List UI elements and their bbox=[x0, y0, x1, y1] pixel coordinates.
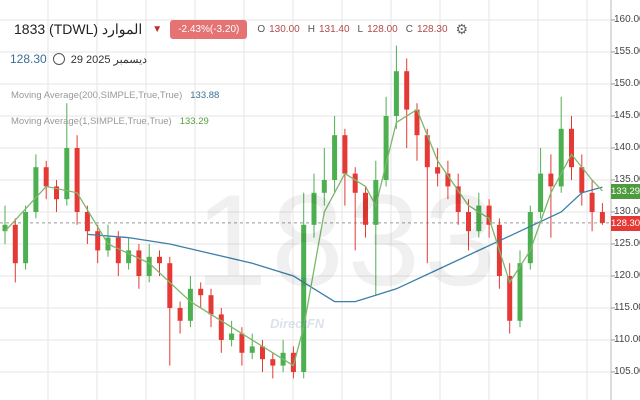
candle-body bbox=[33, 167, 39, 212]
y-tick-label: 140.00 bbox=[614, 142, 640, 153]
candle-body bbox=[54, 186, 59, 200]
candle-body bbox=[126, 250, 132, 264]
y-tick-label: 160.00 bbox=[614, 14, 640, 25]
y-tick-label: 135.00 bbox=[614, 174, 640, 185]
candle-body bbox=[187, 288, 193, 321]
last-price: 128.30 bbox=[10, 52, 47, 66]
candle-body bbox=[311, 192, 317, 225]
candle-body bbox=[64, 148, 70, 200]
y-tick-label: 115.00 bbox=[614, 302, 640, 313]
candle-body bbox=[115, 237, 121, 264]
gear-icon[interactable]: ⚙ bbox=[455, 21, 469, 37]
candle-body bbox=[599, 212, 605, 223]
open-label: O bbox=[257, 24, 266, 35]
y-tick-label: 155.00 bbox=[614, 46, 640, 57]
y-tick-label: 110.00 bbox=[614, 334, 640, 345]
indicator-ma1[interactable]: Moving Average(1,SIMPLE,True,True) 133.29 bbox=[11, 116, 209, 127]
close-value: 128.30 bbox=[416, 24, 448, 35]
candle-body bbox=[404, 71, 410, 110]
brand-watermark: DirectFN bbox=[270, 316, 325, 331]
candle-body bbox=[414, 109, 420, 136]
ma-price-tag: 133.29 bbox=[611, 183, 640, 199]
candle-body bbox=[517, 263, 523, 321]
candle-body bbox=[538, 173, 544, 212]
low-label: L bbox=[357, 24, 364, 35]
candle-body bbox=[301, 224, 307, 372]
candle-body bbox=[383, 116, 389, 180]
low-value: 128.00 bbox=[367, 24, 398, 35]
candle-body bbox=[239, 333, 245, 353]
candle-body bbox=[393, 71, 399, 116]
candle-body bbox=[321, 180, 327, 193]
candle-body bbox=[373, 180, 379, 225]
candle-body bbox=[167, 263, 173, 308]
indicator-ma200[interactable]: Moving Average(200,SIMPLE,True,True) 133.… bbox=[11, 90, 219, 101]
candle-body bbox=[260, 346, 265, 360]
candle-body bbox=[342, 135, 348, 174]
candle-body bbox=[74, 148, 80, 212]
candle-body bbox=[466, 212, 471, 232]
close-label: C bbox=[405, 24, 413, 35]
candle-body bbox=[290, 352, 296, 372]
candle-body bbox=[229, 333, 235, 340]
chart-header: 1833 (TDWL) الموارد ▼ -2.43%(-3.20) O 130… bbox=[14, 20, 468, 39]
candle-body bbox=[445, 173, 451, 187]
candle-body bbox=[177, 308, 183, 321]
candle-body bbox=[218, 314, 224, 340]
high-value: 131.40 bbox=[318, 24, 350, 35]
candle-body bbox=[332, 135, 338, 180]
triangle-down-icon: ▼ bbox=[152, 24, 163, 35]
y-tick-label: 145.00 bbox=[614, 110, 640, 121]
indicator-label: Moving Average(200,SIMPLE,True,True) bbox=[11, 90, 183, 101]
indicator-value: 133.88 bbox=[190, 90, 220, 101]
candle-body bbox=[157, 256, 162, 264]
candle-body bbox=[507, 276, 513, 321]
symbol-title: 1833 (TDWL) الموارد bbox=[14, 21, 143, 37]
candle-body bbox=[198, 288, 204, 296]
symbol-watermark: 1833 bbox=[195, 167, 501, 313]
candle-body bbox=[208, 295, 214, 315]
candle-body bbox=[43, 167, 49, 187]
date-label: 29 2025 ديسمبر bbox=[70, 53, 148, 66]
candle-body bbox=[455, 186, 461, 212]
candle-body bbox=[548, 173, 554, 187]
candle-body bbox=[352, 173, 358, 193]
ma-short-line bbox=[4, 108, 603, 367]
candle-body bbox=[95, 231, 101, 251]
change-badge: -2.43%(-3.20) bbox=[170, 20, 248, 39]
candle-body bbox=[435, 167, 441, 174]
high-label: H bbox=[307, 24, 315, 35]
candle-body bbox=[249, 346, 255, 353]
indicator-label: Moving Average(1,SIMPLE,True,True) bbox=[11, 116, 172, 127]
candle-body bbox=[2, 224, 8, 232]
candle-body bbox=[84, 212, 90, 232]
y-tick-label: 150.00 bbox=[614, 78, 640, 89]
candle-body bbox=[23, 212, 29, 264]
y-tick-label: 120.00 bbox=[614, 270, 640, 281]
candle-body bbox=[558, 128, 564, 187]
subheader: 128.30 29 2025 ديسمبر bbox=[10, 52, 147, 66]
candle-body bbox=[12, 224, 18, 264]
last-price-tag: 128.30 bbox=[611, 215, 640, 231]
candle-body bbox=[476, 205, 482, 232]
indicator-value: 133.29 bbox=[179, 116, 209, 127]
candle-body bbox=[486, 205, 492, 225]
candle-body bbox=[569, 128, 574, 168]
candle-body bbox=[527, 212, 533, 264]
candle-body bbox=[424, 135, 430, 168]
candle-body bbox=[270, 359, 276, 366]
candle-body bbox=[136, 250, 142, 276]
y-tick-label: 105.00 bbox=[614, 366, 640, 377]
candle-body bbox=[589, 192, 595, 212]
candle-body bbox=[363, 192, 368, 225]
y-tick-label: 125.00 bbox=[614, 238, 640, 249]
y-tick-label: 130.00 bbox=[614, 206, 640, 217]
candle-body bbox=[579, 167, 585, 193]
candle-body bbox=[146, 256, 152, 276]
open-value: 130.00 bbox=[269, 24, 300, 35]
clock-icon bbox=[52, 53, 65, 65]
